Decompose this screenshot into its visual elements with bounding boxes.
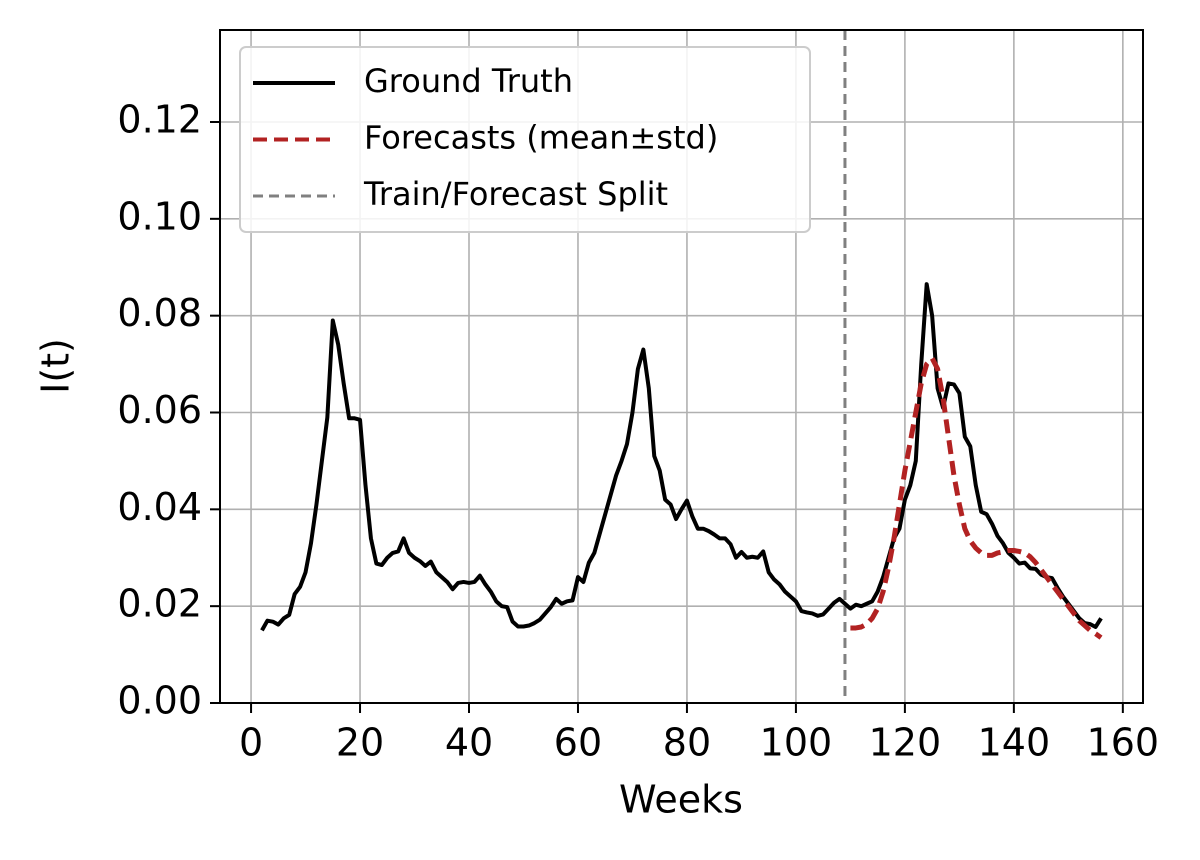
y-tick-label: 0.12	[117, 97, 202, 141]
series-line	[260, 282, 1103, 632]
legend-label: Ground Truth	[364, 62, 573, 100]
axes-frame	[219, 29, 1144, 704]
x-axis-label: Weeks	[619, 778, 743, 822]
y-tick-label: 0.04	[117, 485, 202, 529]
legend-box	[239, 46, 811, 233]
legend-label: Train/Forecast Split	[363, 175, 668, 213]
legend: Ground Truth Forecasts (mean±std) Train/Fo…	[239, 46, 811, 233]
y-tick-label: 0.00	[117, 679, 202, 723]
y-tick-label: 0.06	[117, 388, 202, 432]
y-axis-label: I(t)	[34, 338, 78, 394]
plot	[260, 30, 1103, 703]
legend-label: Forecasts (mean±std)	[364, 119, 718, 157]
x-tick-label: 120	[869, 721, 942, 765]
x-tick-label: 40	[445, 721, 493, 765]
x-tick-label: 140	[978, 721, 1051, 765]
x-tick-label: 80	[663, 721, 711, 765]
x-tick-label: 100	[760, 721, 833, 765]
x-tick-label: 160	[1087, 721, 1160, 765]
x-tick-label: 0	[239, 721, 263, 765]
y-tick-label: 0.10	[117, 194, 202, 238]
x-tick-label: 20	[336, 721, 384, 765]
x-tick-label: 60	[554, 721, 602, 765]
series-line	[850, 355, 1103, 640]
y-tick-label: 0.02	[117, 582, 202, 626]
y-tick-label: 0.08	[117, 291, 202, 335]
